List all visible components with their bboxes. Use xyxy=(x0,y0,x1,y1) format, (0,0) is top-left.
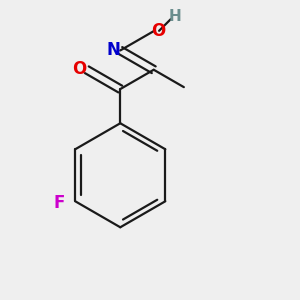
Text: F: F xyxy=(53,194,64,212)
Text: H: H xyxy=(168,9,181,24)
Text: O: O xyxy=(151,22,165,40)
Text: O: O xyxy=(72,60,86,78)
Text: N: N xyxy=(107,41,121,59)
